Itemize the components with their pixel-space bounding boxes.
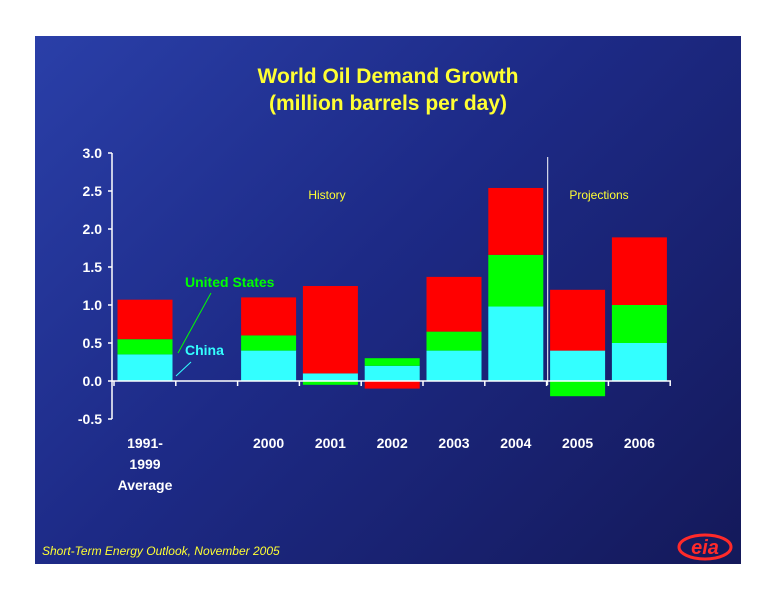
united-states-label: United States bbox=[185, 274, 275, 290]
footer-source: Short-Term Energy Outlook, November 2005 bbox=[42, 544, 280, 558]
china-label: China bbox=[185, 342, 224, 358]
x-tick-label: 2000 bbox=[253, 435, 284, 451]
y-tick-label: 1.5 bbox=[83, 259, 103, 275]
bar-rest_of_world bbox=[364, 381, 420, 389]
bar-china bbox=[426, 350, 482, 381]
chart-area: 3.0 2.5 2.0 1.5 1.0 0.5 0.0 -0.5 1991- 1999 Averag… bbox=[78, 145, 671, 493]
x-tick-label: Average bbox=[118, 477, 173, 493]
logo-text: eia bbox=[691, 537, 719, 559]
bar-united_states bbox=[550, 381, 606, 397]
bar-rest_of_world bbox=[117, 299, 173, 340]
bar-united_states bbox=[426, 331, 482, 351]
bar-china bbox=[117, 354, 173, 381]
bar-rest_of_world bbox=[550, 289, 606, 351]
bar-rest_of_world bbox=[241, 297, 297, 336]
slide-background: World Oil Demand Growth (million barrels… bbox=[35, 36, 741, 564]
bar-united_states bbox=[364, 358, 420, 366]
y-tick-label: 0.5 bbox=[83, 335, 103, 351]
bar-united_states bbox=[241, 335, 297, 351]
x-tick-label: 2003 bbox=[438, 435, 469, 451]
bar-china bbox=[488, 306, 544, 381]
bar-china bbox=[241, 350, 297, 381]
bar-china bbox=[364, 365, 420, 381]
bar-rest_of_world bbox=[488, 187, 544, 255]
united-states-pointer bbox=[177, 292, 212, 354]
projections-label: Projections bbox=[569, 188, 628, 202]
x-tick-label: 2005 bbox=[562, 435, 593, 451]
bar-rest_of_world bbox=[611, 237, 667, 305]
bar-united_states bbox=[302, 381, 358, 385]
bar-united_states bbox=[488, 254, 544, 307]
y-tick-label: 0.0 bbox=[83, 373, 103, 389]
eia-logo: eia bbox=[677, 533, 733, 561]
x-tick-label: 1999 bbox=[129, 456, 160, 472]
bar-rest_of_world bbox=[426, 276, 482, 332]
x-tick-label: 2004 bbox=[500, 435, 531, 451]
bar-china bbox=[550, 350, 606, 381]
y-tick-label: 3.0 bbox=[83, 145, 103, 161]
x-tick-label: 2006 bbox=[624, 435, 655, 451]
x-tick-label: 2002 bbox=[377, 435, 408, 451]
x-tick-label: 2001 bbox=[315, 435, 346, 451]
y-tick-label: 1.0 bbox=[83, 297, 103, 313]
y-tick-label: 2.0 bbox=[83, 221, 103, 237]
bar-united_states bbox=[117, 339, 173, 355]
bar-rest_of_world bbox=[302, 286, 358, 374]
chart-title: World Oil Demand Growth bbox=[257, 65, 519, 88]
x-tick-label: 1991- bbox=[127, 435, 163, 451]
bar-united_states bbox=[611, 305, 667, 343]
china-pointer bbox=[175, 361, 192, 377]
history-label: History bbox=[308, 188, 345, 202]
bar-china bbox=[611, 343, 667, 381]
bar-china bbox=[302, 373, 358, 381]
y-tick-label: -0.5 bbox=[78, 411, 102, 427]
chart-subtitle: (million barrels per day) bbox=[268, 92, 508, 115]
y-tick-label: 2.5 bbox=[83, 183, 103, 199]
